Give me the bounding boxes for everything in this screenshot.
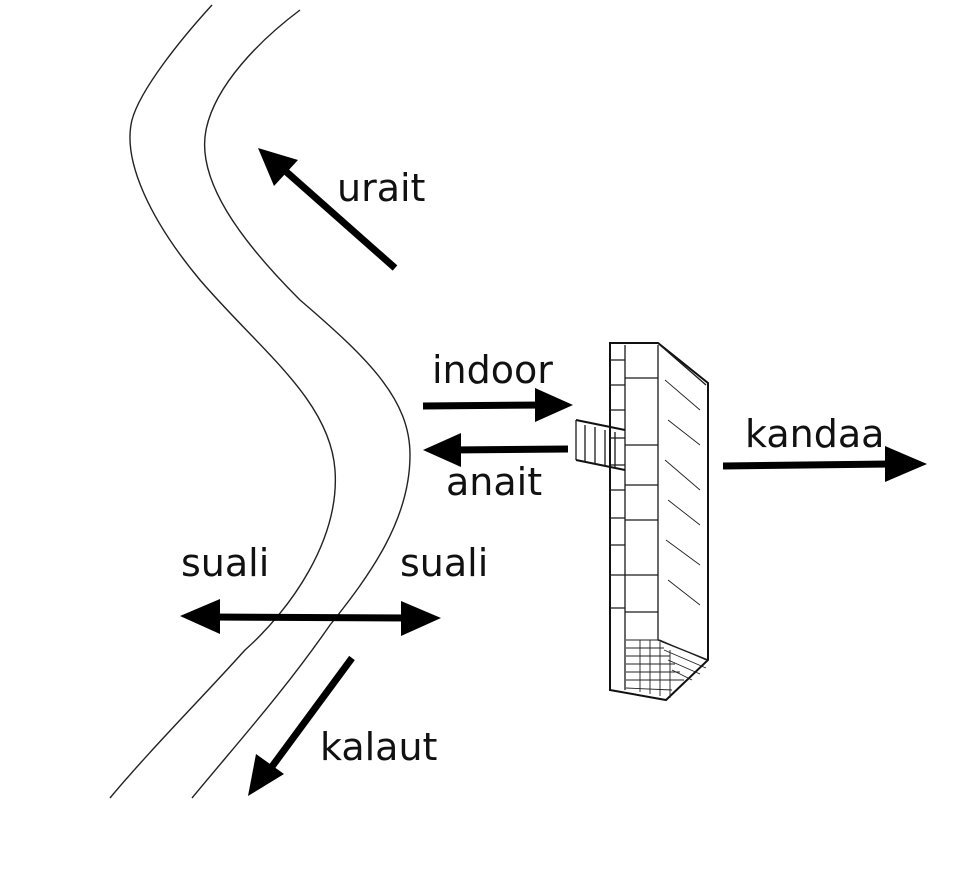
label-indoor: indoor [432,348,553,392]
arrow-kalaut [248,655,355,796]
label-kandaa: kandaa [745,412,884,456]
label-kalaut: kalaut [320,725,437,769]
arrow-kandaa [722,446,927,482]
label-suali-right: suali [400,541,488,585]
arrow-suali [180,599,441,636]
house-shadow-hatching [625,639,707,698]
river [109,4,411,799]
river-right-bank [191,9,411,799]
arrow-indoor [422,388,573,422]
label-anait: anait [446,460,542,504]
river-left-bank [109,4,336,799]
arrow-anait [423,433,569,467]
label-urait: urait [337,166,425,210]
arrow-urait [258,148,398,271]
longhouse-illustration [575,342,709,702]
label-suali-left: suali [181,541,269,585]
